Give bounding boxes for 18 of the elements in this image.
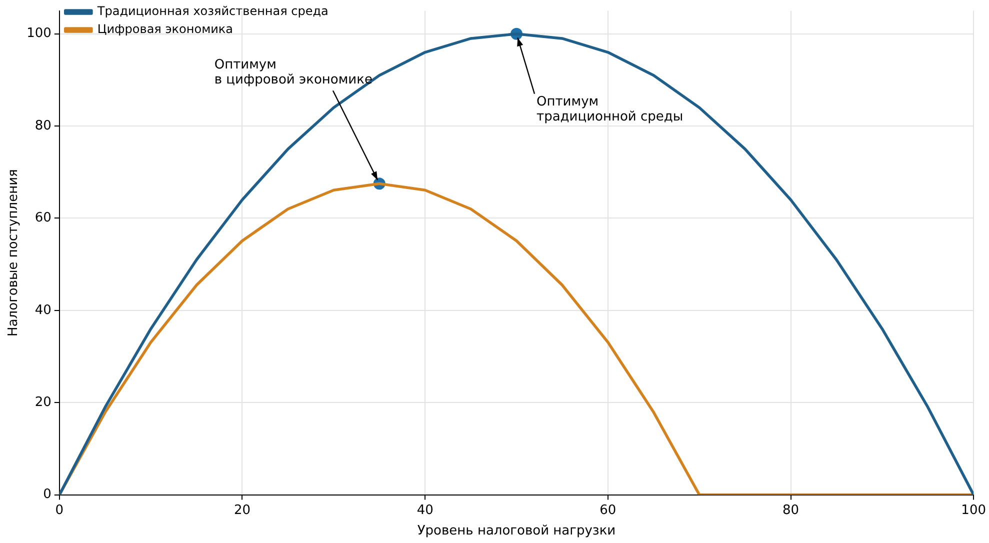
y-tick-label: 0: [43, 487, 52, 502]
x-axis-title: Уровень налоговой нагрузки: [417, 524, 616, 539]
x-tick-label: 80: [782, 502, 800, 518]
y-tick-label: 100: [26, 26, 52, 42]
legend-label: Традиционная хозяйственная среда: [96, 4, 328, 18]
y-axis-title: Налоговые поступления: [6, 169, 22, 336]
y-tick-label: 40: [34, 302, 52, 318]
annotation: Оптимум в цифровой экономике: [214, 58, 372, 88]
x-tick-label: 20: [234, 502, 251, 518]
y-tick-label: 60: [34, 210, 52, 226]
x-tick-label: 60: [600, 502, 616, 518]
y-tick-label: 20: [34, 394, 52, 410]
y-tick-label: 80: [34, 118, 52, 134]
x-tick-label: 100: [961, 502, 986, 518]
annotation: Оптимум традиционной среды: [536, 94, 684, 125]
legend-label: Цифровая экономика: [97, 22, 234, 36]
x-tick-label: 40: [416, 502, 434, 518]
x-tick-label: 0: [55, 502, 64, 518]
